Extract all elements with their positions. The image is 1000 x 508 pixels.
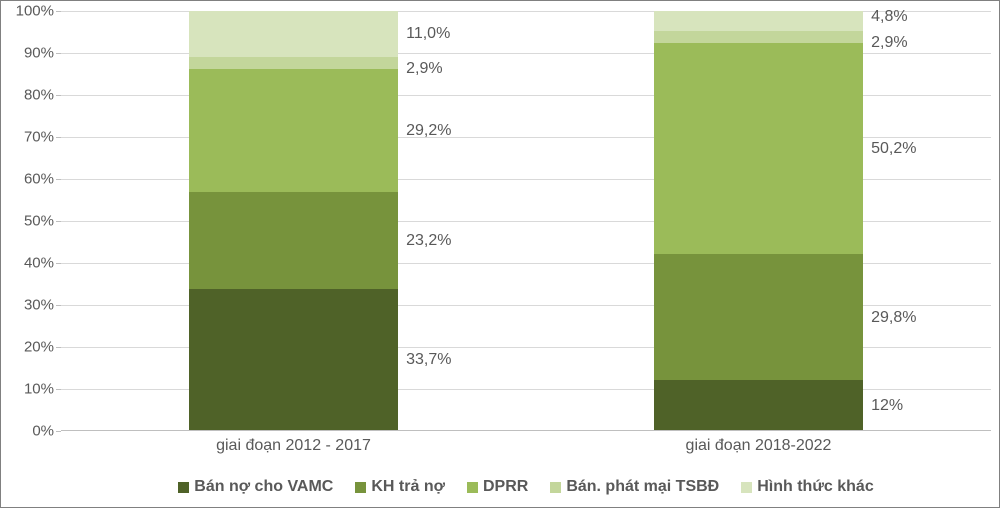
legend-label: Bán. phát mại TSBĐ: [566, 478, 719, 496]
legend-swatch: [467, 482, 478, 493]
plot-area: 33,7% 23,2% 29,2% 2,9% 11,0% 12% 29,8% 50,2% 2,9…: [61, 11, 991, 431]
y-axis-tick: 30%: [9, 297, 54, 314]
legend-item: DPRR: [467, 478, 528, 496]
bar-segment-label: 2,9%: [871, 34, 907, 52]
bar-segment: [189, 69, 398, 191]
x-axis-tick: giai đoạn 2018-2022: [686, 437, 832, 455]
legend-label: KH trả nợ: [371, 478, 445, 496]
bar-segment: [189, 57, 398, 69]
y-axis-tick: 50%: [9, 213, 54, 230]
bar-segment-label: 33,7%: [406, 351, 451, 369]
y-axis-tick: 60%: [9, 171, 54, 188]
x-axis-tick: giai đoạn 2012 - 2017: [216, 437, 371, 455]
bar-segment-label: 12%: [871, 397, 903, 415]
legend-item: KH trả nợ: [355, 478, 445, 496]
y-axis-tick: 80%: [9, 87, 54, 104]
bar-segment-label: 23,2%: [406, 232, 451, 250]
bar-group: [654, 11, 863, 430]
legend-label: Hình thức khác: [757, 478, 874, 496]
legend-item: Bán. phát mại TSBĐ: [550, 478, 719, 496]
bar-group: [189, 11, 398, 430]
legend: Bán nợ cho VAMC KH trả nợ DPRR Bán. phát mạ…: [61, 469, 991, 505]
legend-item: Bán nợ cho VAMC: [178, 478, 333, 496]
stacked-bar-chart: 33,7% 23,2% 29,2% 2,9% 11,0% 12% 29,8% 50,2% 2,9…: [0, 0, 1000, 508]
legend-item: Hình thức khác: [741, 478, 874, 496]
y-axis-tick: 90%: [9, 45, 54, 62]
bar-segment: [654, 43, 863, 254]
legend-swatch: [550, 482, 561, 493]
bar-segment-label: 29,2%: [406, 122, 451, 140]
bar-segment: [654, 11, 863, 31]
bar-segment-label: 4,8%: [871, 8, 907, 26]
y-axis-tick: 40%: [9, 255, 54, 272]
y-axis-tick: 100%: [9, 3, 54, 20]
y-axis-tick: 0%: [9, 423, 54, 440]
legend-swatch: [741, 482, 752, 493]
bar-segment: [654, 254, 863, 379]
legend-swatch: [178, 482, 189, 493]
bar-segment-label: 11,0%: [406, 25, 450, 43]
y-axis-tick: 10%: [9, 381, 54, 398]
legend-swatch: [355, 482, 366, 493]
legend-label: Bán nợ cho VAMC: [194, 478, 333, 496]
bar-segment: [654, 31, 863, 43]
bar-segment: [189, 11, 398, 57]
bar-segment: [189, 192, 398, 289]
legend-label: DPRR: [483, 478, 528, 496]
bar-segment-label: 2,9%: [406, 60, 442, 78]
y-axis-tick: 70%: [9, 129, 54, 146]
bar-segment: [189, 289, 398, 430]
bar-segment: [654, 380, 863, 430]
bar-segment-label: 29,8%: [871, 309, 916, 327]
bar-segment-label: 50,2%: [871, 140, 916, 158]
y-axis-tick: 20%: [9, 339, 54, 356]
